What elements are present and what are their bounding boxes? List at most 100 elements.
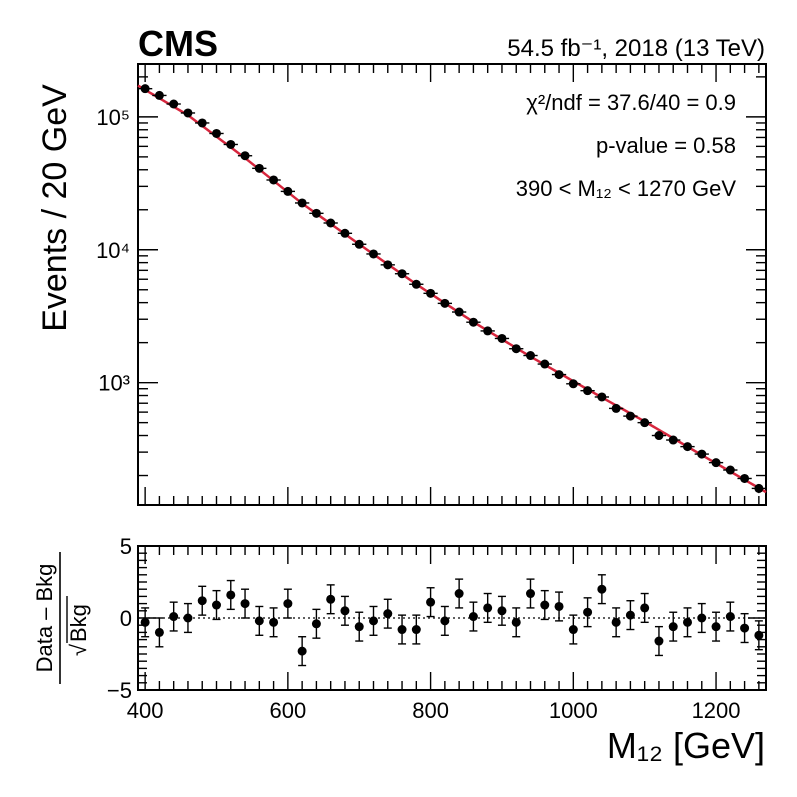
data-marker xyxy=(169,99,179,109)
data-marker xyxy=(454,307,464,317)
pull-marker xyxy=(454,589,464,599)
pull-point xyxy=(426,587,436,618)
data-marker xyxy=(411,279,421,289)
pull-point xyxy=(554,591,564,622)
pull-marker xyxy=(711,622,721,632)
data-point xyxy=(166,99,181,109)
data-point xyxy=(394,269,410,279)
pull-marker xyxy=(383,609,393,619)
pull-marker xyxy=(683,617,692,627)
pull-point xyxy=(311,608,321,639)
data-point xyxy=(609,403,624,413)
data-point xyxy=(252,163,267,173)
chi2-annotation: χ²/ndf = 37.6/40 = 0.9 xyxy=(526,90,736,115)
data-point xyxy=(680,442,695,452)
pull-point xyxy=(511,607,521,638)
pull-marker xyxy=(354,622,364,632)
pull-marker xyxy=(540,600,550,610)
data-point xyxy=(723,465,738,475)
pull-marker xyxy=(740,623,750,633)
data-point xyxy=(409,279,424,289)
data-marker xyxy=(511,344,521,354)
pull-point xyxy=(212,589,221,621)
pull-marker xyxy=(397,625,407,635)
pull-point xyxy=(383,598,393,629)
data-marker xyxy=(426,288,436,298)
pull-point xyxy=(740,612,750,644)
lumi-label: 54.5 fb⁻¹, 2018 (13 TeV) xyxy=(507,35,765,62)
pull-marker xyxy=(212,600,221,610)
xtick-label: 600 xyxy=(270,698,307,723)
main-ytick-label: 10³ xyxy=(98,371,130,396)
data-marker xyxy=(711,458,721,468)
data-point xyxy=(509,344,524,354)
data-point xyxy=(323,218,338,228)
data-marker xyxy=(540,359,550,369)
pull-point xyxy=(283,588,293,619)
data-marker xyxy=(311,208,321,218)
pull-point xyxy=(169,601,179,632)
data-point xyxy=(437,298,452,308)
pull-point xyxy=(340,595,350,626)
data-point xyxy=(280,186,295,196)
data-marker xyxy=(440,298,450,308)
pull-point xyxy=(297,636,307,667)
pull-point xyxy=(640,592,650,624)
pull-point xyxy=(611,607,621,638)
data-marker xyxy=(212,128,221,138)
ratio-ytick-label: 0 xyxy=(120,606,132,631)
main-panel: 10⁵ 10⁴ 10³ χ²/ndf = 37.6/40 = 0.9 p-value… xyxy=(36,63,767,506)
pull-point xyxy=(354,611,364,642)
pull-marker xyxy=(583,607,593,617)
data-marker xyxy=(154,90,164,100)
xtick-labels: 400 600 800 1000 1200 xyxy=(127,698,741,723)
data-point xyxy=(694,449,709,459)
data-marker xyxy=(697,449,707,459)
data-point xyxy=(237,151,253,161)
data-marker xyxy=(668,435,678,445)
data-point xyxy=(366,249,381,259)
pull-marker xyxy=(725,612,735,622)
pull-point xyxy=(468,601,478,632)
main-ytick-label: 10⁴ xyxy=(96,238,130,263)
data-point xyxy=(594,392,609,402)
pull-marker xyxy=(297,646,307,656)
pull-point xyxy=(226,579,236,611)
main-ylabel: Events / 20 GeV xyxy=(36,84,74,332)
data-marker xyxy=(183,108,193,118)
pull-point xyxy=(197,585,207,616)
xtick-label: 800 xyxy=(412,698,449,723)
data-marker xyxy=(740,473,750,483)
pull-point xyxy=(269,607,279,638)
data-marker xyxy=(654,431,664,441)
pull-marker xyxy=(197,596,207,606)
data-point xyxy=(309,208,324,218)
data-point xyxy=(209,128,224,138)
main-frame xyxy=(137,63,767,506)
pull-marker xyxy=(526,589,535,599)
pull-marker xyxy=(468,612,478,622)
data-point xyxy=(551,370,567,380)
pull-marker xyxy=(326,594,336,604)
ratio-ylabel-numerator: Data – Bkg xyxy=(32,564,57,673)
pull-point xyxy=(526,578,535,609)
pull-point xyxy=(497,595,507,626)
pull-point xyxy=(540,589,550,621)
data-point xyxy=(566,379,581,389)
xtick-label: 1000 xyxy=(549,698,598,723)
pull-marker xyxy=(226,590,236,600)
data-marker xyxy=(597,392,607,402)
data-marker xyxy=(354,239,364,249)
ratio-panel: 5 0 −5 400 600 800 1000 1200 M₁₂ [GeV] Data – … xyxy=(32,534,767,766)
pull-point xyxy=(411,614,421,645)
pull-marker xyxy=(497,606,507,616)
data-marker xyxy=(611,403,621,413)
pull-marker xyxy=(440,616,450,626)
data-marker xyxy=(583,386,593,396)
pull-marker xyxy=(154,627,164,637)
pull-point xyxy=(697,602,707,634)
ratio-ytick-labels: 5 0 −5 xyxy=(107,534,132,703)
data-marker xyxy=(754,483,764,493)
ratio-points xyxy=(140,574,764,667)
pull-point xyxy=(683,607,692,638)
